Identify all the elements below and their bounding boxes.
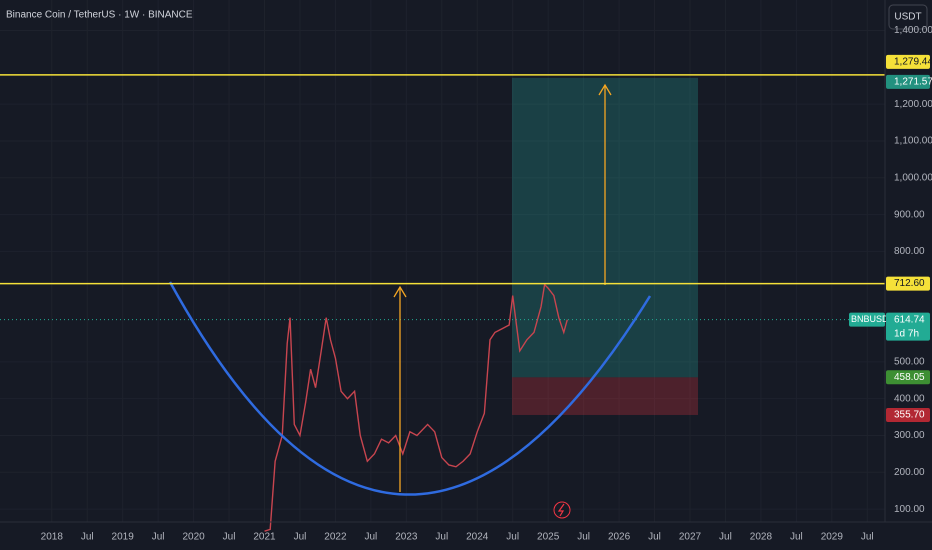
x-tick-label: 2020 bbox=[182, 532, 205, 543]
symbol-tag-bg bbox=[849, 312, 885, 327]
y-tick-label: 500.00 bbox=[894, 357, 925, 368]
countdown-label: 1d 7h bbox=[894, 328, 919, 339]
x-tick-label: Jul bbox=[223, 532, 236, 543]
x-tick-label: Jul bbox=[577, 532, 590, 543]
y-tick-label: 200.00 bbox=[894, 467, 925, 478]
y-tick-label: 300.00 bbox=[894, 430, 925, 441]
x-tick-label: 2024 bbox=[466, 532, 489, 543]
x-tick-label: 2028 bbox=[750, 532, 773, 543]
arrows bbox=[393, 83, 612, 492]
target-label: 1,271.57 bbox=[894, 76, 932, 87]
x-tick-label: 2021 bbox=[253, 532, 276, 543]
currency-label[interactable]: USDT bbox=[894, 12, 921, 23]
x-tick-label: 2025 bbox=[537, 532, 560, 543]
y-tick-label: 1,200.00 bbox=[894, 99, 932, 110]
y-tick-label: 1,100.00 bbox=[894, 136, 932, 147]
x-tick-label: 2026 bbox=[608, 532, 631, 543]
entry-label: 458.05 bbox=[894, 372, 925, 383]
symbol-tag: BNBUSDT bbox=[851, 314, 895, 324]
grid bbox=[0, 0, 885, 522]
x-tick-label: Jul bbox=[790, 532, 803, 543]
x-tick-label: Jul bbox=[861, 532, 874, 543]
event-icon[interactable] bbox=[553, 501, 571, 519]
x-tick-label: 2027 bbox=[679, 532, 702, 543]
y-tick-label: 900.00 bbox=[894, 209, 925, 220]
y-tick-label: 1,000.00 bbox=[894, 172, 932, 183]
x-tick-label: 2022 bbox=[324, 532, 347, 543]
last-price-bg bbox=[886, 312, 930, 341]
plot bbox=[0, 283, 885, 532]
x-tick-label: Jul bbox=[719, 532, 732, 543]
level-label: 712.60 bbox=[894, 278, 925, 289]
x-tick-label: Jul bbox=[364, 532, 377, 543]
price-line bbox=[264, 283, 568, 532]
x-tick-label: 2029 bbox=[821, 532, 844, 543]
price-axis bbox=[885, 0, 932, 550]
x-tick-label: Jul bbox=[506, 532, 519, 543]
x-tick-label: Jul bbox=[648, 532, 661, 543]
level-label: 1,279.44 bbox=[894, 57, 932, 68]
entry-label-bg bbox=[886, 370, 930, 385]
x-tick-label: Jul bbox=[152, 532, 165, 543]
y-tick-label: 800.00 bbox=[894, 246, 925, 257]
stop-label-bg bbox=[886, 407, 930, 422]
stop-label: 355.70 bbox=[894, 410, 925, 421]
y-tick-label: 1,400.00 bbox=[894, 25, 932, 36]
cup-curve bbox=[168, 281, 652, 496]
level-label-bg bbox=[886, 276, 930, 291]
currency-button[interactable] bbox=[888, 4, 928, 30]
last-price-label: 614.74 bbox=[894, 314, 925, 325]
x-tick-label: 2019 bbox=[112, 532, 135, 543]
x-tick-label: 2023 bbox=[395, 532, 418, 543]
y-tick-label: 400.00 bbox=[894, 393, 925, 404]
levels bbox=[0, 74, 885, 285]
x-tick-label: 2018 bbox=[41, 532, 64, 543]
x-tick-label: Jul bbox=[294, 532, 307, 543]
axes: 100.00 200.00 300.00 400.00 500.00 800.00 900.… bbox=[41, 25, 932, 542]
target-label-bg bbox=[886, 74, 930, 89]
x-tick-label: Jul bbox=[435, 532, 448, 543]
level-label-bg bbox=[886, 54, 930, 69]
stop-zone bbox=[512, 377, 698, 415]
arrow-head bbox=[393, 285, 407, 298]
y-tick-label: 100.00 bbox=[894, 504, 925, 515]
chart-title: Binance Coin / TetherUS · 1W · BINANCE bbox=[6, 10, 193, 21]
arrow-head bbox=[598, 83, 612, 96]
x-tick-label: Jul bbox=[81, 532, 94, 543]
event-bolt bbox=[557, 503, 565, 517]
